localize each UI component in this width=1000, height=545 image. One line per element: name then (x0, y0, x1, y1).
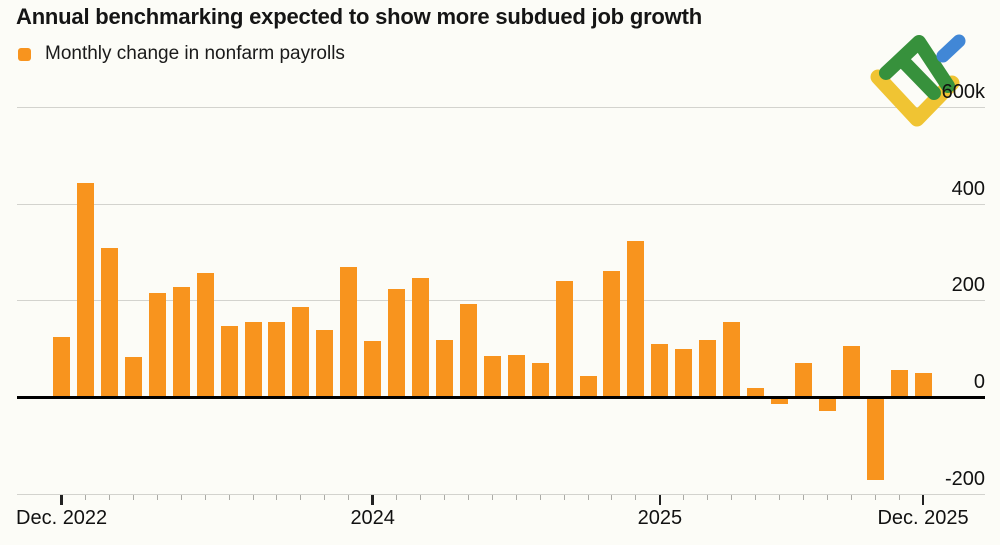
x-minor-tick (443, 494, 445, 500)
x-minor-tick (826, 494, 828, 500)
litefinance-logo-green-f-arm (895, 53, 941, 100)
x-minor-tick (180, 494, 182, 500)
bar-jun-2025 (771, 397, 788, 404)
bar-feb-2024 (388, 289, 406, 397)
x-minor-tick (779, 494, 780, 500)
x-minor-tick (563, 494, 565, 500)
y-tick-label-600k: 600k (941, 80, 985, 103)
x-minor-tick (587, 494, 589, 500)
zero-baseline (17, 395, 985, 399)
bar-jun-2024 (483, 355, 501, 397)
x-minor-tick (108, 494, 110, 500)
x-minor-tick (252, 494, 254, 500)
bar-nov-2025 (890, 369, 908, 397)
x-tick-label-2024: 2024 (350, 506, 395, 529)
x-minor-tick (850, 494, 852, 500)
x-minor-tick (396, 494, 398, 500)
bar-may-2023 (172, 287, 190, 397)
x-minor-tick (683, 494, 685, 500)
x-minor-tick (228, 494, 230, 500)
x-minor-tick (348, 494, 350, 500)
bar-aug-2024 (531, 363, 549, 397)
x-minor-tick (156, 494, 158, 500)
x-minor-tick (802, 494, 804, 500)
x-minor-tick (635, 494, 637, 500)
bar-oct-2025 (866, 397, 884, 481)
x-minor-tick (204, 494, 206, 500)
gridline-400 (17, 203, 985, 205)
x-major-tick-dec-2022 (60, 494, 63, 505)
bar-jan-2025 (651, 343, 669, 397)
x-minor-tick (515, 494, 517, 500)
legend-swatch-icon (18, 47, 31, 61)
bar-aug-2023 (244, 322, 262, 397)
x-minor-tick (611, 494, 613, 500)
bar-oct-2024 (579, 376, 597, 397)
chart-title: Annual benchmarking expected to show mor… (16, 4, 702, 29)
x-minor-tick (324, 494, 326, 500)
x-minor-tick (539, 494, 541, 500)
x-minor-tick (707, 494, 709, 500)
x-minor-tick (85, 494, 87, 500)
y-tick-label-0: 0 (973, 371, 985, 393)
x-minor-tick (467, 494, 469, 500)
x-minor-tick (300, 494, 302, 500)
bar-jul-2024 (507, 354, 525, 397)
bar-oct-2023 (292, 306, 310, 397)
bar-jan-2024 (364, 340, 382, 397)
bar-dec-2022 (53, 336, 71, 397)
bar-jul-2025 (794, 363, 812, 397)
litefinance-logo (870, 34, 966, 127)
bar-sep-2024 (555, 280, 573, 397)
gridline--200 (17, 493, 985, 495)
bar-jul-2023 (220, 325, 238, 397)
legend-label: Monthly change in nonfarm payrolls (45, 43, 345, 64)
bar-dec-2025 (914, 373, 932, 397)
bar-may-2025 (747, 387, 765, 397)
x-tick-label-2025: 2025 (637, 506, 683, 529)
bar-nov-2024 (603, 271, 621, 397)
bar-feb-2025 (675, 348, 693, 397)
bar-mar-2024 (412, 277, 430, 397)
bar-jan-2023 (77, 182, 95, 397)
y-tick-label--200: -200 (944, 467, 985, 490)
x-tick-label-dec-2025: Dec. 2025 (877, 506, 969, 529)
y-tick-label-400: 400 (951, 177, 985, 200)
bar-apr-2025 (723, 321, 741, 397)
bar-nov-2023 (316, 329, 334, 397)
x-minor-tick (491, 494, 493, 500)
bar-jun-2023 (196, 272, 214, 397)
x-minor-tick (874, 494, 876, 500)
legend: Monthly change in nonfarm payrolls (18, 43, 345, 65)
x-major-tick-2025 (658, 494, 662, 505)
bar-may-2024 (459, 304, 477, 397)
y-tick-label-200: 200 (951, 274, 985, 297)
bar-sep-2025 (842, 345, 860, 397)
bar-sep-2023 (268, 322, 286, 397)
bar-mar-2025 (699, 339, 717, 397)
bar-mar-2023 (124, 356, 142, 397)
bar-apr-2024 (435, 340, 453, 397)
x-minor-tick (276, 494, 278, 500)
x-minor-tick (755, 494, 757, 500)
bar-feb-2023 (100, 248, 118, 397)
x-major-tick-2024 (371, 494, 374, 505)
gridline-600k (17, 106, 985, 108)
bar-aug-2025 (818, 397, 836, 411)
x-minor-tick (420, 494, 422, 500)
bar-apr-2023 (148, 292, 166, 397)
gridline-200 (17, 300, 985, 302)
x-tick-label-dec-2022: Dec. 2022 (16, 506, 108, 529)
x-minor-tick (898, 494, 900, 500)
bar-dec-2024 (627, 240, 645, 397)
litefinance-logo-blue-tip (936, 34, 966, 63)
bar-dec-2023 (340, 267, 358, 397)
x-major-tick-dec-2025 (921, 494, 925, 505)
x-minor-tick (731, 494, 733, 500)
x-minor-tick (132, 494, 134, 500)
